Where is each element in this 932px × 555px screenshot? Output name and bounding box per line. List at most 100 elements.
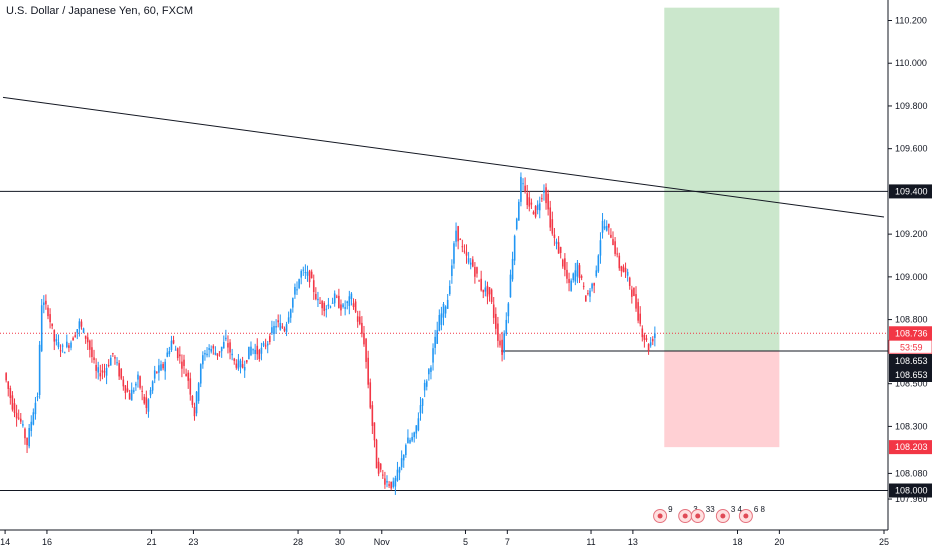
candle (647, 343, 650, 355)
candle (130, 382, 133, 401)
candle-body (176, 348, 179, 359)
candle-body (386, 480, 388, 483)
position-zones[interactable] (664, 7, 780, 448)
trendline[interactable] (2, 96, 885, 218)
candle-body (130, 389, 133, 401)
x-tick-label: 7 (505, 537, 510, 547)
candle-body (566, 269, 568, 279)
candle-body (499, 340, 501, 346)
flag-icon-dot (695, 513, 701, 519)
candle-body (139, 376, 141, 388)
candle (51, 323, 53, 330)
candle (492, 296, 495, 324)
candle (93, 349, 95, 364)
entry-tag-text: 108.653 (895, 370, 928, 380)
candle-body (183, 359, 185, 367)
candle-body (651, 339, 654, 342)
y-tick-label: 109.800 (895, 101, 928, 111)
candle-body (189, 378, 192, 395)
candle (160, 360, 162, 372)
level-tag-lower: 108.000 (889, 483, 932, 498)
candle (365, 337, 367, 369)
candle (153, 365, 156, 384)
candle (578, 262, 581, 284)
candle-body (277, 320, 279, 323)
candle-body (543, 190, 545, 193)
candle (457, 225, 459, 250)
price-axis[interactable]: 110.200 110.000 109.800 109.600 109.200 109.0… (888, 16, 928, 505)
x-tick-label: 25 (879, 537, 889, 547)
candle-body (430, 367, 432, 372)
event-marker[interactable]: 3 4 (715, 505, 743, 523)
candle-body (160, 364, 162, 371)
candle-body (258, 349, 261, 359)
candle (547, 189, 549, 216)
candle-body (407, 437, 409, 444)
candle-body (390, 481, 392, 489)
candle (597, 254, 600, 273)
event-marker[interactable]: 6 8 (738, 505, 766, 523)
candle (340, 299, 342, 316)
candle-body (480, 278, 482, 291)
candle (26, 437, 28, 454)
candle (239, 358, 242, 374)
candle-body (396, 469, 399, 481)
stop-zone[interactable] (664, 350, 780, 448)
candle (122, 376, 125, 391)
last-price-tag: 108.736 (889, 326, 932, 341)
candle (195, 391, 198, 417)
candle (5, 372, 7, 383)
candle-body (377, 461, 380, 474)
candle-body (329, 306, 332, 308)
candle-body (375, 439, 378, 469)
candle (595, 265, 598, 278)
candle-body (197, 383, 200, 401)
candle-body (220, 346, 223, 352)
candle-body (346, 301, 349, 304)
trendline-layer[interactable] (2, 96, 885, 218)
candle-body (105, 367, 108, 376)
candle-body (271, 327, 273, 334)
candle (566, 261, 568, 284)
level-tag-upper: 109.400 (889, 184, 932, 199)
candle (626, 268, 629, 282)
candle-body (478, 280, 480, 282)
candle (591, 282, 593, 292)
candle (421, 398, 424, 414)
candle (174, 345, 177, 351)
candle-body (252, 349, 254, 351)
event-markers[interactable]: 93333 46 8 (653, 505, 766, 523)
candle-body (457, 226, 459, 242)
candle-body (626, 271, 629, 276)
candle-body (507, 303, 510, 317)
target-zone[interactable] (664, 7, 780, 351)
candle (386, 475, 388, 488)
event-marker[interactable]: 9 (653, 505, 674, 523)
candle-body (135, 383, 137, 386)
candle-body (174, 349, 177, 351)
time-axis[interactable]: 14 16 21 23 28 30 Nov 5 7 11 13 18 20 25 (0, 530, 889, 547)
candle-body (206, 353, 208, 356)
event-marker[interactable]: 33 (690, 505, 715, 523)
candle-body (166, 352, 169, 357)
candle-body (614, 241, 616, 254)
candle (128, 389, 131, 400)
candle (17, 409, 20, 421)
candle (486, 281, 489, 305)
candle (275, 319, 277, 334)
candle-body (379, 463, 382, 470)
candle-body (158, 365, 160, 373)
candle (72, 336, 74, 341)
candle (614, 237, 616, 257)
candle (212, 344, 215, 355)
candle (319, 297, 321, 305)
candle (430, 365, 432, 380)
candle-body (302, 269, 305, 271)
candle (279, 314, 282, 331)
candle-body (317, 298, 319, 301)
candle (89, 339, 91, 358)
candle (503, 330, 505, 360)
candle-body (84, 335, 87, 339)
horizontal-levels[interactable] (0, 190, 888, 491)
